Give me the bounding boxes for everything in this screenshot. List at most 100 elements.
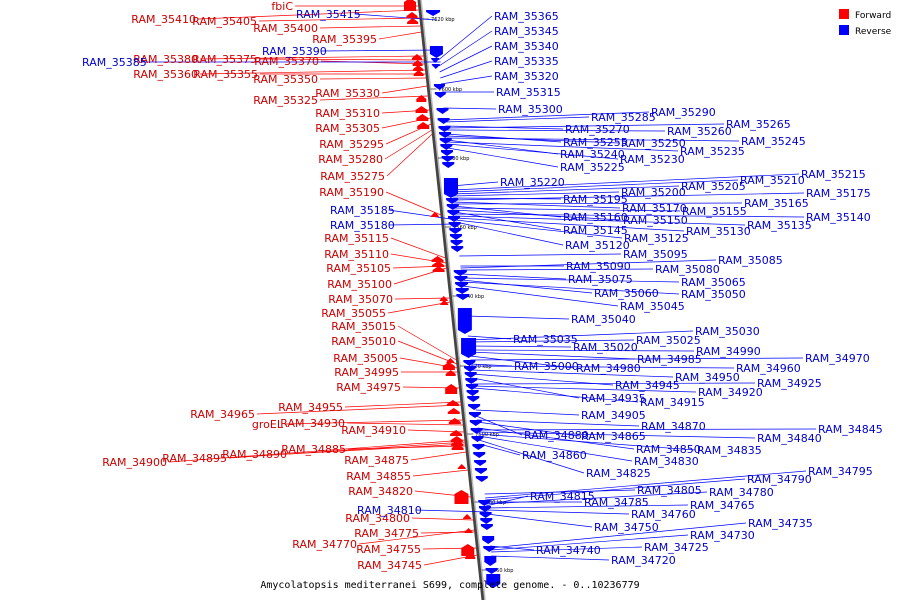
reverse-gene-arrow	[478, 506, 491, 512]
forward-gene-arrow	[417, 122, 430, 129]
forward-gene-arrow	[445, 384, 458, 394]
forward-gene-label: RAM_35280	[318, 153, 383, 166]
reverse-gene-arrow	[464, 366, 477, 372]
reverse-gene-label: RAM_34780	[709, 486, 774, 499]
reverse-gene-arrow	[439, 138, 452, 144]
reverse-gene-label: RAM_35045	[620, 300, 685, 313]
reverse-gene-arrow	[437, 118, 450, 124]
reverse-gene-label: RAM_35320	[494, 70, 559, 83]
reverse-gene-arrow	[455, 288, 469, 294]
forward-gene-arrow	[442, 362, 455, 370]
forward-gene-arrow	[445, 370, 456, 376]
reverse-gene-label: RAM_34730	[690, 529, 755, 542]
reverse-gene-arrow	[461, 338, 477, 358]
forward-gene-label: RAM_35395	[312, 33, 377, 46]
forward-gene-arrow	[413, 70, 424, 76]
reverse-gene-arrow	[431, 58, 440, 63]
forward-gene-arrow	[439, 296, 448, 301]
forward-gene-label: RAM_35380	[133, 53, 198, 66]
forward-gene-label: RAM_35070	[328, 293, 393, 306]
reverse-gene-arrow	[449, 228, 462, 234]
tick-label: 7600 kbp	[438, 87, 462, 93]
forward-gene-arrow	[440, 300, 449, 305]
reverse-gene-label: RAM_35085	[718, 254, 783, 267]
reverse-gene-label: RAM_35160	[563, 211, 628, 224]
reverse-gene-label: RAM_34905	[581, 409, 646, 422]
forward-gene-arrow	[454, 490, 469, 504]
reverse-gene-arrow	[429, 46, 443, 58]
reverse-gene-label: RAM_35390	[262, 45, 327, 58]
reverse-gene-label: RAM_35175	[806, 187, 871, 200]
reverse-gene-arrow	[446, 198, 459, 204]
reverse-gene-label: RAM_34790	[747, 473, 812, 486]
reverse-gene-arrow	[474, 460, 487, 466]
forward-gene-label: RAM_35310	[315, 107, 380, 120]
reverse-gene-label: RAM_34830	[634, 455, 699, 468]
reverse-gene-arrow	[455, 282, 469, 288]
forward-gene-label: RAM_35055	[321, 307, 386, 320]
forward-gene-arrow	[412, 60, 423, 66]
tick-label: 7560 kbp	[453, 225, 477, 231]
reverse-gene-label: RAM_34915	[640, 396, 705, 409]
forward-gene-label: RAM_35375	[192, 53, 257, 66]
legend: Forward Reverse	[839, 9, 892, 37]
forward-gene-label: RAM_35115	[324, 232, 389, 245]
forward-gene-label: RAM_35405	[192, 15, 257, 28]
reverse-gene-label: RAM_35135	[747, 219, 812, 232]
forward-gene-arrow	[416, 95, 427, 102]
forward-gene-label: RAM_34745	[357, 559, 422, 572]
tick-marks: 7620 kbp 7600 kbp 7580 kbp 7560 kbp 7540 kbp…	[423, 17, 513, 574]
forward-gene-label: RAM_34855	[346, 470, 411, 483]
forward-gene-label: RAM_35010	[331, 335, 396, 348]
reverse-gene-arrow	[446, 204, 459, 210]
reverse-gene-arrow	[468, 404, 481, 410]
reverse-gene-label: RAM_34925	[757, 377, 822, 390]
reverse-gene-label: RAM_34815	[530, 490, 595, 503]
forward-gene-label: RAM_35005	[333, 352, 398, 365]
forward-gene-label: RAM_34975	[336, 381, 401, 394]
reverse-gene-label: RAM_34920	[698, 386, 763, 399]
forward-gene-arrow	[450, 436, 463, 442]
reverse-gene-label: RAM_35335	[494, 55, 559, 68]
forward-gene-label: RAM_34890	[222, 448, 287, 461]
reverse-gene-label: RAM_35000	[514, 360, 579, 373]
forward-gene-label: RAM_34800	[345, 512, 410, 525]
forward-gene-arrow	[432, 266, 445, 272]
reverse-gene-label: RAM_34990	[696, 345, 761, 358]
reverse-gene-arrow	[475, 476, 488, 482]
reverse-gene-label: RAM_35230	[620, 153, 685, 166]
reverse-gene-label: RAM_35170	[622, 202, 687, 215]
tick-label: 7580 kbp	[446, 156, 470, 162]
reverse-gene-arrow	[464, 372, 477, 378]
forward-gene-arrow	[464, 528, 473, 533]
forward-gene-label: RAM_35360	[133, 68, 198, 81]
forward-gene-arrow	[411, 54, 422, 60]
reverse-gene-label: RAM_35240	[560, 148, 625, 161]
reverse-gene-label: RAM_35220	[500, 176, 565, 189]
forward-gene-label: RAM_34995	[334, 366, 399, 379]
forward-gene-arrow	[457, 464, 466, 469]
reverse-gene-label: RAM_35300	[498, 103, 563, 116]
reverse-gene-label: RAM_35195	[563, 193, 628, 206]
reverse-gene-arrow	[457, 308, 472, 334]
forward-gene-arrow	[446, 400, 459, 406]
reverse-gene-arrow	[480, 524, 493, 530]
reverse-gene-label: RAM_35025	[636, 334, 701, 347]
reverse-gene-label: RAM_34750	[594, 521, 659, 534]
reverse-gene-label: RAM_35340	[494, 40, 559, 53]
reverse-gene-label: RAM_35075	[568, 273, 633, 286]
reverse-gene-label: RAM_35140	[806, 211, 871, 224]
reverse-gene-label: RAM_34765	[690, 499, 755, 512]
forward-gene-label: RAM_35410	[131, 13, 196, 26]
forward-gene-label: RAM_34900	[102, 456, 167, 469]
reverse-gene-label: RAM_34785	[584, 496, 649, 509]
forward-gene-arrow	[413, 65, 424, 71]
reverse-gene-label: RAM_35265	[726, 118, 791, 131]
forward-gene-arrow	[416, 114, 429, 121]
reverse-gene-label: RAM_35235	[680, 145, 745, 158]
forward-gene-label: RAM_35355	[193, 68, 258, 81]
reverse-gene-label: RAM_35255	[563, 136, 628, 149]
legend-forward-label: Forward	[855, 11, 891, 21]
reverse-gene-arrow	[486, 574, 501, 588]
